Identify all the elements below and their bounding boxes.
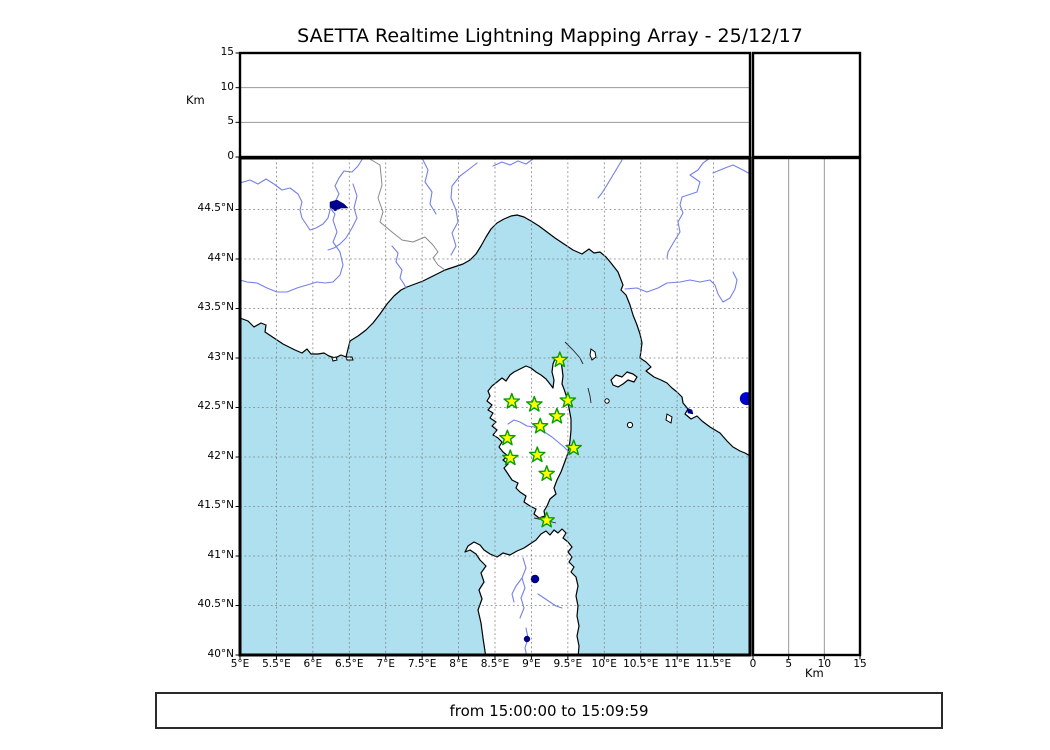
altitude-axis-label-right: Km (805, 666, 824, 680)
river-piedmont-3 (492, 158, 534, 167)
map-gridlines (240, 158, 750, 655)
altitude-latitude-panel (751, 156, 862, 657)
altitude-panel-gridlines (240, 87, 825, 655)
river-durance (240, 158, 364, 293)
lma-station-star (502, 449, 519, 466)
lon-tick-label: 7°E (376, 658, 395, 670)
lon-tick-label: 11°E (664, 658, 690, 670)
lat-tick-label: 44.5°N (197, 202, 234, 215)
time-range-text: from 15:00:00 to 15:09:59 (449, 701, 649, 720)
mainland-coastline (240, 158, 750, 457)
station-markers-layer (499, 351, 750, 528)
lon-tick-label: 5.5°E (262, 658, 291, 670)
altitude-tick-label-left: 10 (220, 80, 234, 93)
lagoon-orbetello (686, 407, 694, 415)
lake-serre-poncon (329, 199, 349, 212)
lat-tick-label: 40°N (207, 648, 234, 660)
lon-tick-label: 6°E (303, 658, 323, 670)
montecristo-island (626, 421, 634, 429)
lon-tick-label: 9°E (522, 658, 541, 670)
lma-station-star (559, 391, 577, 408)
river-piedmont-1 (421, 158, 437, 215)
lightning-source-dot (739, 392, 750, 406)
lon-tick-label: 11.5°E (695, 658, 732, 670)
altitude-tick-label-left: 5 (227, 115, 234, 128)
river-sardinia-3 (524, 627, 529, 655)
lma-station-star (548, 407, 566, 424)
lma-station-star (531, 417, 549, 434)
lat-tick-label: 41°N (207, 548, 234, 561)
altitude-tick-label-left: 0 (227, 150, 234, 162)
lma-station-star (528, 446, 546, 463)
hyeres-islets (331, 356, 354, 362)
lat-tick-label: 40.5°N (197, 598, 234, 611)
altitude-tick-label-left: 15 (220, 46, 234, 58)
river-magra (597, 159, 623, 199)
river-sardinia-1 (519, 557, 527, 619)
lon-tick-label: 8.5°E (480, 658, 510, 670)
river-sardinia-fork (511, 577, 523, 603)
lat-tick-label: 42.5°N (197, 400, 234, 413)
elba-island (610, 371, 638, 388)
lake-sardinia-2 (523, 635, 531, 643)
lon-tick-label: 9.5°E (553, 658, 583, 670)
map-panel (238, 156, 752, 657)
sea-line-cap-corse (564, 341, 584, 365)
lat-tick-label: 42°N (207, 449, 234, 462)
lake-sardinia-1 (530, 574, 540, 584)
lat-tick-label: 43.5°N (197, 301, 234, 314)
lma-station-star (538, 511, 555, 528)
altitude-tick-label-right: 10 (817, 658, 832, 670)
lma-station-star (499, 429, 516, 446)
lon-tick-label: 5°E (230, 658, 250, 670)
altitude-axis-label-top: Km (186, 93, 205, 107)
river-vertical-branch (327, 183, 358, 251)
lon-tick-label: 8°E (449, 658, 468, 670)
altitude-tick-label-right: 0 (749, 658, 757, 670)
lat-tick-label: 43°N (207, 350, 234, 363)
river-arno (624, 271, 738, 303)
capraia-island (589, 348, 597, 361)
altitude-tick-label-right: 5 (785, 658, 792, 670)
river-sardinia-2 (537, 593, 563, 609)
river-right-edge-north (712, 164, 750, 175)
lma-station-star (551, 351, 569, 368)
altitude-longitude-panel (238, 51, 752, 159)
lon-tick-label: 6.5°E (334, 658, 364, 670)
giglio-island (665, 413, 673, 424)
lat-tick-label: 44°N (207, 251, 234, 264)
pianosa-island (604, 398, 610, 404)
lma-station-star (503, 392, 521, 409)
france-italy-border (367, 158, 446, 271)
sea-line-east (587, 387, 592, 404)
lma-station-star (565, 439, 582, 456)
lat-tick-label: 41.5°N (197, 499, 234, 512)
lma-station-star (526, 395, 543, 412)
lma-station-star (538, 465, 555, 481)
lon-tick-label: 10.5°E (623, 658, 659, 670)
river-var (391, 245, 407, 289)
corner-panel (751, 51, 862, 159)
lon-tick-label: 7.5°E (407, 658, 437, 670)
time-range-box: from 15:00:00 to 15:09:59 (155, 692, 943, 729)
sardinia-coastline (464, 528, 580, 655)
altitude-tick-label-right: 15 (853, 658, 867, 670)
river-po-east (666, 158, 711, 259)
river-upper-tributary (240, 178, 331, 231)
lon-tick-label: 10°E (591, 658, 617, 670)
river-piedmont-2 (450, 162, 478, 256)
plot-title: SAETTA Realtime Lightning Mapping Array … (297, 25, 803, 47)
